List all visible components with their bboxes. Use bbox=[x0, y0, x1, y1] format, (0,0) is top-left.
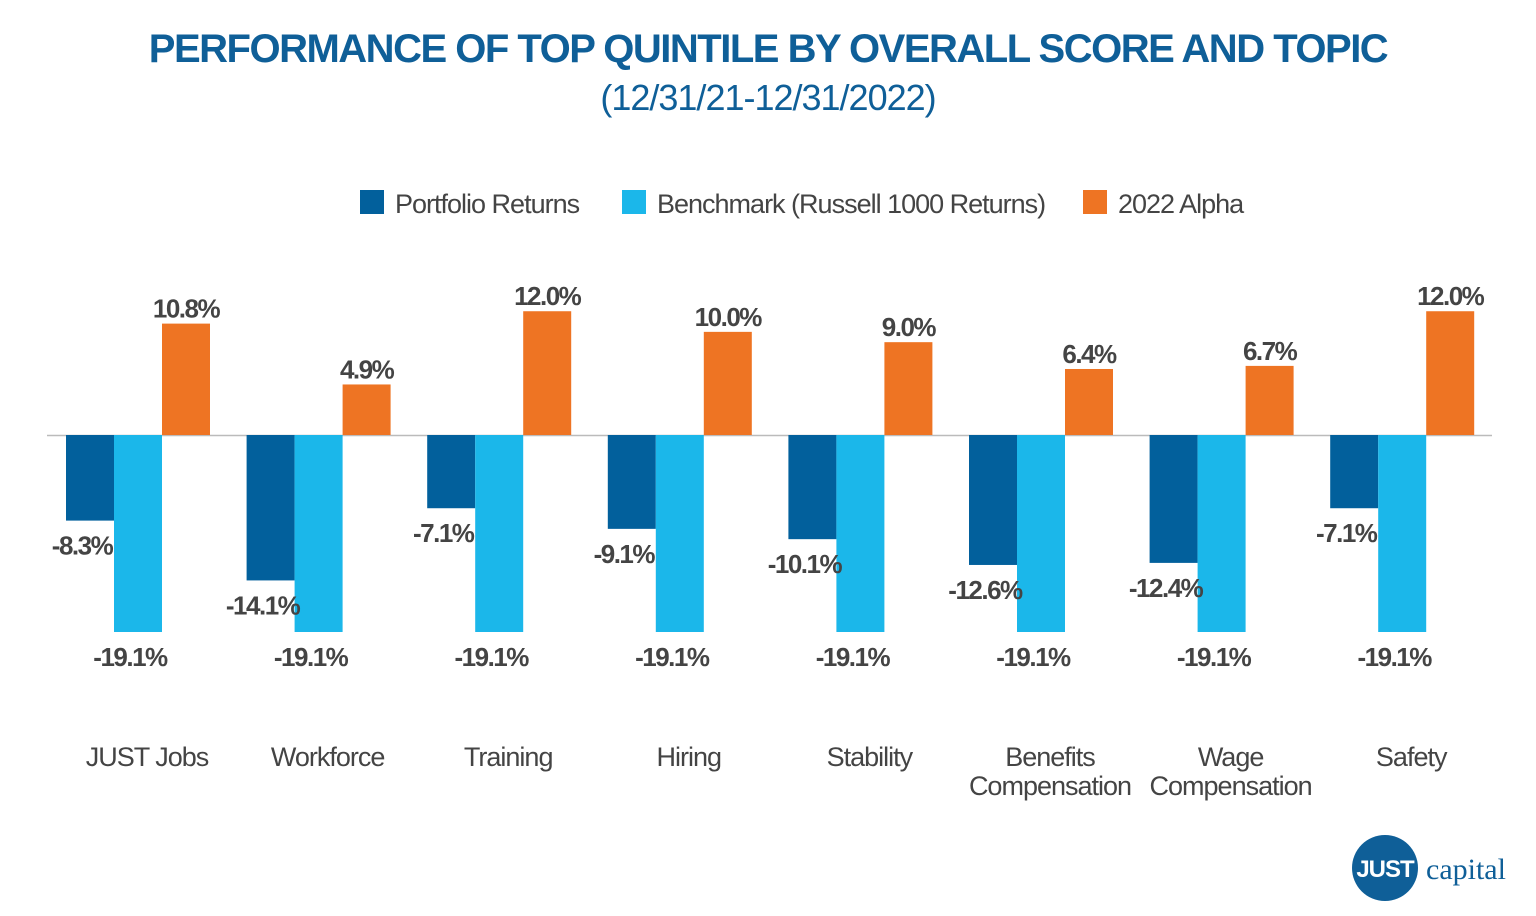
bar bbox=[114, 435, 162, 632]
data-label: 6.7% bbox=[1243, 336, 1298, 366]
data-label: -12.4% bbox=[1129, 573, 1204, 603]
legend: Portfolio Returns Benchmark (Russell 1000… bbox=[360, 189, 1246, 219]
legend-label: Portfolio Returns bbox=[395, 189, 580, 219]
bar bbox=[1330, 435, 1379, 509]
bar bbox=[294, 435, 343, 632]
data-label: 4.9% bbox=[340, 354, 395, 384]
logo-mark: JUST bbox=[1356, 856, 1415, 883]
bar bbox=[342, 384, 391, 435]
bar bbox=[655, 435, 704, 632]
data-label: -19.1% bbox=[996, 642, 1071, 672]
legend-label: Benchmark (Russell 1000 Returns) bbox=[657, 189, 1045, 219]
bar bbox=[162, 323, 210, 435]
data-label: -7.1% bbox=[413, 518, 475, 548]
category-label: Stability bbox=[827, 742, 914, 772]
data-label: -19.1% bbox=[816, 642, 891, 672]
bar bbox=[1065, 368, 1113, 435]
bar bbox=[969, 435, 1017, 565]
data-label: -9.1% bbox=[594, 539, 656, 569]
category-label: Benefits bbox=[1005, 742, 1095, 772]
bar bbox=[703, 331, 752, 435]
bar bbox=[246, 435, 295, 581]
bar bbox=[1149, 435, 1198, 563]
chart-title: PERFORMANCE OF TOP QUINTILE BY OVERALL S… bbox=[149, 27, 1388, 71]
data-label: 12.0% bbox=[1417, 281, 1485, 311]
category-label: Workforce bbox=[271, 742, 385, 772]
data-label: -7.1% bbox=[1316, 518, 1378, 548]
bar bbox=[884, 342, 933, 435]
bar bbox=[788, 435, 837, 540]
data-label: 10.0% bbox=[695, 302, 763, 332]
bar bbox=[1245, 365, 1294, 435]
logo-word: capital bbox=[1426, 853, 1506, 886]
data-label: -19.1% bbox=[1177, 642, 1252, 672]
data-label: -8.3% bbox=[52, 531, 114, 561]
data-label: -19.1% bbox=[274, 642, 349, 672]
data-label: -19.1% bbox=[1358, 642, 1433, 672]
data-label: 9.0% bbox=[882, 312, 937, 342]
chart-subtitle: (12/31/21-12/31/2022) bbox=[600, 77, 935, 118]
bars bbox=[66, 311, 1475, 632]
legend-swatch bbox=[1083, 190, 1107, 214]
bar bbox=[836, 435, 885, 632]
category-labels: JUST Jobs Workforce Training Hiring Stabilit… bbox=[86, 742, 1449, 801]
bar bbox=[1197, 435, 1246, 632]
data-label: -10.1% bbox=[768, 549, 843, 579]
data-label: 6.4% bbox=[1062, 339, 1117, 369]
bar bbox=[1426, 311, 1475, 435]
legend-label: 2022 Alpha bbox=[1118, 189, 1245, 219]
bar bbox=[607, 435, 656, 529]
data-label: 10.8% bbox=[153, 294, 221, 324]
category-label: JUST Jobs bbox=[86, 742, 209, 772]
legend-swatch bbox=[622, 190, 646, 214]
category-label: Compensation bbox=[969, 771, 1131, 801]
category-label: Wage bbox=[1198, 742, 1264, 772]
category-label: Training bbox=[464, 742, 553, 772]
data-label: -19.1% bbox=[635, 642, 710, 672]
data-label: -14.1% bbox=[226, 590, 301, 620]
data-label: -19.1% bbox=[455, 642, 530, 672]
category-label: Compensation bbox=[1150, 771, 1312, 801]
category-label: Safety bbox=[1376, 742, 1448, 772]
data-label: -12.6% bbox=[948, 575, 1023, 605]
data-label: -19.1% bbox=[93, 642, 168, 672]
data-label: 12.0% bbox=[514, 281, 582, 311]
bar bbox=[1378, 435, 1427, 632]
legend-swatch bbox=[360, 190, 384, 214]
bar bbox=[427, 435, 476, 509]
bar bbox=[66, 435, 114, 521]
bar bbox=[1017, 435, 1065, 632]
category-label: Hiring bbox=[657, 742, 722, 772]
bar bbox=[523, 311, 572, 435]
data-labels: -8.3% -19.1% 10.8% -14.1% -19.1% 4.9% -7.1% -19… bbox=[52, 281, 1486, 672]
just-capital-logo: JUST capital bbox=[1352, 835, 1506, 901]
bar bbox=[475, 435, 524, 632]
